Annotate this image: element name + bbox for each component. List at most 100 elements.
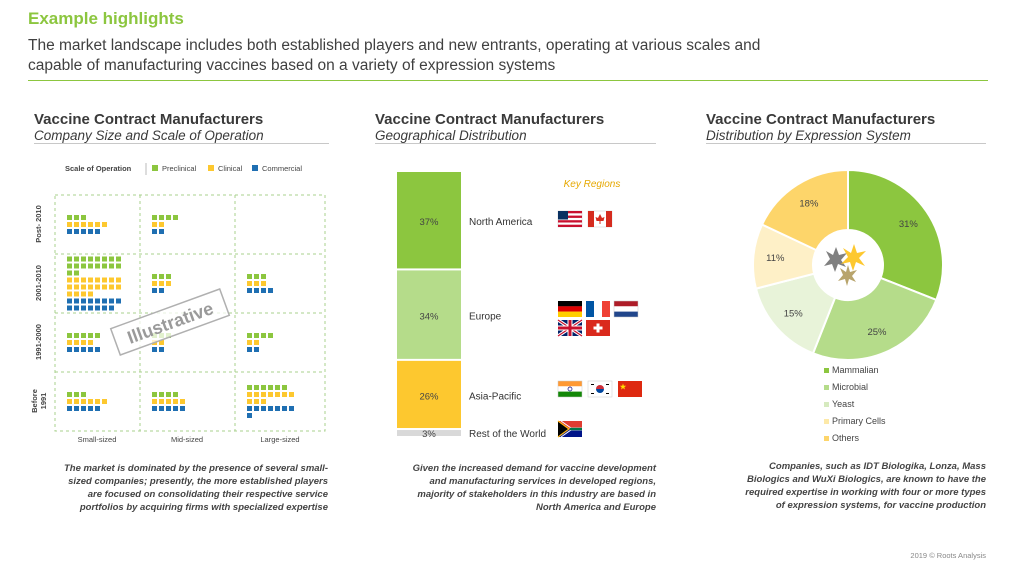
note-line: Companies, such as IDT Biologika, Lonza,… xyxy=(769,461,986,472)
panel-title: Vaccine Contract Manufacturers xyxy=(34,111,264,128)
bar-value-label: 26% xyxy=(419,391,439,402)
region-label: Rest of the World xyxy=(469,429,546,440)
marker-clinical xyxy=(289,392,294,397)
us-flag-icon xyxy=(557,210,583,228)
marker-clinical xyxy=(102,399,107,404)
marker-clinical xyxy=(74,222,79,227)
geography-chart: Key Regions 37% North America 34% Europe 26%… xyxy=(397,172,642,440)
marker-clinical xyxy=(166,281,171,286)
marker-clinical xyxy=(268,392,273,397)
marker-preclinical xyxy=(74,333,79,338)
slice-label: 31% xyxy=(899,219,919,230)
note-line: and manufacturing services in developed … xyxy=(429,476,656,487)
marker-clinical xyxy=(159,281,164,286)
marker-clinical xyxy=(254,392,259,397)
donut-legend: Mammalian Microbial Yeast Primary Cells Othe… xyxy=(824,365,886,443)
donut-slice xyxy=(811,276,938,361)
marker-commercial xyxy=(67,298,72,304)
panel-title: Vaccine Contract Manufacturers xyxy=(375,111,605,128)
panel-subtitle: Geographical Distribution xyxy=(375,128,527,143)
marker-clinical xyxy=(261,281,266,286)
marker-preclinical xyxy=(152,274,157,279)
marker-commercial xyxy=(74,347,79,352)
marker-commercial xyxy=(74,305,79,311)
marker-clinical xyxy=(152,222,157,227)
marker-clinical xyxy=(254,340,259,345)
marker-preclinical xyxy=(247,385,252,390)
marker-clinical xyxy=(88,222,93,227)
marker-clinical xyxy=(102,284,107,290)
y-label-post-2010: Post- 2010 xyxy=(34,205,43,243)
legend-label-clinical: Clinical xyxy=(218,164,243,173)
region-label: Europe xyxy=(469,312,502,323)
marker-preclinical xyxy=(102,256,107,262)
marker-preclinical xyxy=(254,333,259,338)
marker-commercial xyxy=(116,298,121,304)
marker-commercial xyxy=(95,298,100,304)
marker-clinical xyxy=(95,399,100,404)
marker-clinical xyxy=(159,399,164,404)
marker-preclinical xyxy=(74,270,79,276)
marker-preclinical xyxy=(81,215,86,220)
marker-preclinical xyxy=(268,385,273,390)
bar-segment xyxy=(397,270,461,359)
marker-clinical xyxy=(81,399,86,404)
legend-swatch-preclinical xyxy=(152,165,158,171)
marker-commercial xyxy=(282,406,287,411)
page-title: Example highlights xyxy=(28,9,184,28)
legend-swatch xyxy=(824,419,829,424)
marker-preclinical xyxy=(109,256,114,262)
marker-commercial xyxy=(159,288,164,293)
legend-label-preclinical: Preclinical xyxy=(162,164,197,173)
marker-preclinical xyxy=(152,215,157,220)
panel-note-expression: Companies, such as IDT Biologika, Lonza,… xyxy=(706,460,986,512)
marker-commercial xyxy=(268,406,273,411)
x-label-large: Large-sized xyxy=(260,435,299,444)
marker-commercial xyxy=(67,406,72,411)
marker-clinical xyxy=(102,277,107,283)
region-label: Asia-Pacific xyxy=(469,391,521,402)
canada-flag-icon xyxy=(587,210,613,228)
region-label: North America xyxy=(469,217,533,228)
marker-clinical xyxy=(102,222,107,227)
marker-preclinical xyxy=(67,263,72,269)
marker-clinical xyxy=(247,340,252,345)
marker-clinical xyxy=(95,284,100,290)
marker-preclinical xyxy=(116,263,121,269)
marker-commercial xyxy=(102,305,107,311)
subtitle-line-2: capable of manufacturing vaccines based … xyxy=(28,57,556,74)
marker-clinical xyxy=(261,399,266,404)
marker-commercial xyxy=(173,406,178,411)
marker-commercial xyxy=(159,347,164,352)
footer-copyright: 2019 © Roots Analysis xyxy=(910,551,986,560)
donut-slices: 31% 25% 15% 11% 18% xyxy=(752,168,944,361)
marker-commercial xyxy=(109,305,114,311)
panel-divider xyxy=(34,143,329,144)
marker-preclinical xyxy=(74,256,79,262)
marker-clinical xyxy=(67,222,72,227)
marker-clinical xyxy=(109,277,114,283)
marker-commercial xyxy=(88,298,93,304)
legend-label: Primary Cells xyxy=(832,416,886,426)
marker-preclinical xyxy=(116,256,121,262)
bar-value-label: 34% xyxy=(419,312,439,323)
panel-company-size: Vaccine Contract Manufacturers Company S… xyxy=(34,111,329,144)
x-label-mid: Mid-sized xyxy=(171,435,203,444)
marker-commercial xyxy=(74,229,79,234)
note-line: majority of stakeholders in this industr… xyxy=(417,489,656,500)
donut-slice xyxy=(754,272,837,355)
illustrative-watermark: Illustrative xyxy=(109,288,231,356)
marker-commercial xyxy=(95,305,100,311)
marker-clinical xyxy=(67,340,72,345)
marker-commercial xyxy=(152,347,157,352)
marker-commercial xyxy=(67,229,72,234)
marker-preclinical xyxy=(159,274,164,279)
switzerland-flag-icon xyxy=(586,320,610,336)
marker-commercial xyxy=(67,347,72,352)
marker-clinical xyxy=(159,340,164,345)
note-line: sized companies; presently, the more est… xyxy=(68,476,328,487)
marker-preclinical xyxy=(159,392,164,397)
marker-clinical xyxy=(88,399,93,404)
marker-clinical xyxy=(166,399,171,404)
marker-commercial xyxy=(159,406,164,411)
